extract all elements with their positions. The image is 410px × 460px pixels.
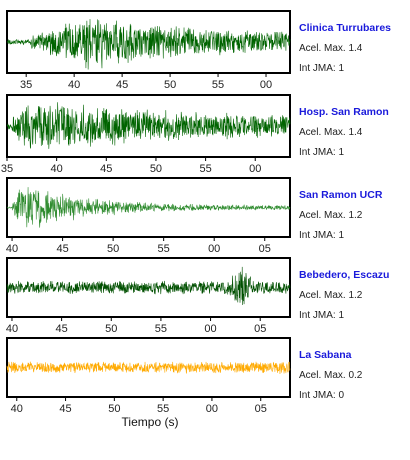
x-tick-label: 00 — [260, 79, 272, 91]
x-tick-label: 35 — [20, 79, 32, 91]
x-tick-label: 00 — [208, 243, 220, 255]
station-name: La Sabana — [299, 349, 352, 361]
waveform-1 — [6, 19, 291, 70]
x-tick-label: 50 — [105, 323, 117, 335]
waveform-3 — [6, 187, 291, 228]
x-tick-label: 00 — [249, 163, 261, 175]
waveform-5 — [6, 361, 291, 375]
x-tick-label: 50 — [108, 403, 120, 415]
x-tick-label: 00 — [206, 403, 218, 415]
x-tick-label: 40 — [68, 79, 80, 91]
peak-acceleration: Acel. Max. 1.2 — [299, 210, 363, 221]
x-tick-label: 55 — [155, 323, 167, 335]
x-tick-label: 45 — [59, 403, 71, 415]
x-tick-label: 50 — [164, 79, 176, 91]
x-tick-label: 55 — [199, 163, 211, 175]
x-tick-label: 40 — [6, 243, 18, 255]
waveform-2 — [6, 102, 291, 149]
x-tick-label: 45 — [116, 79, 128, 91]
peak-acceleration: Acel. Max. 0.2 — [299, 370, 363, 381]
station-name: Clinica Turrubares — [299, 22, 391, 34]
x-tick-label: 05 — [259, 243, 271, 255]
panel-frame — [6, 10, 291, 74]
x-tick-label: 55 — [157, 403, 169, 415]
x-tick-label: 45 — [56, 243, 68, 255]
station-name: Bebedero, Escazu — [299, 269, 390, 281]
jma-intensity: Int JMA: 0 — [299, 390, 345, 401]
x-tick-label: 05 — [254, 323, 266, 335]
x-tick-label: 55 — [212, 79, 224, 91]
x-tick-label: 45 — [55, 323, 67, 335]
x-tick-label: 50 — [107, 243, 119, 255]
peak-acceleration: Acel. Max. 1.2 — [299, 290, 363, 301]
waveform-4 — [6, 266, 291, 305]
x-tick-label: 40 — [51, 163, 63, 175]
x-tick-label: 40 — [6, 323, 18, 335]
x-tick-label: 40 — [11, 403, 23, 415]
x-axis-label: Tiempo (s) — [121, 415, 179, 429]
x-tick-label: 05 — [255, 403, 267, 415]
station-name: San Ramon UCR — [299, 189, 383, 201]
jma-intensity: Int JMA: 1 — [299, 147, 345, 158]
jma-intensity: Int JMA: 1 — [299, 310, 345, 321]
peak-acceleration: Acel. Max. 1.4 — [299, 43, 363, 54]
x-tick-label: 00 — [204, 323, 216, 335]
jma-intensity: Int JMA: 1 — [299, 63, 345, 74]
station-name: Hosp. San Ramon — [299, 106, 389, 118]
panel-frame — [6, 94, 291, 158]
jma-intensity: Int JMA: 1 — [299, 230, 345, 241]
x-tick-label: 50 — [150, 163, 162, 175]
peak-acceleration: Acel. Max. 1.4 — [299, 127, 363, 138]
x-tick-label: 45 — [100, 163, 112, 175]
x-tick-label: 55 — [158, 243, 170, 255]
x-tick-label: 35 — [1, 163, 13, 175]
